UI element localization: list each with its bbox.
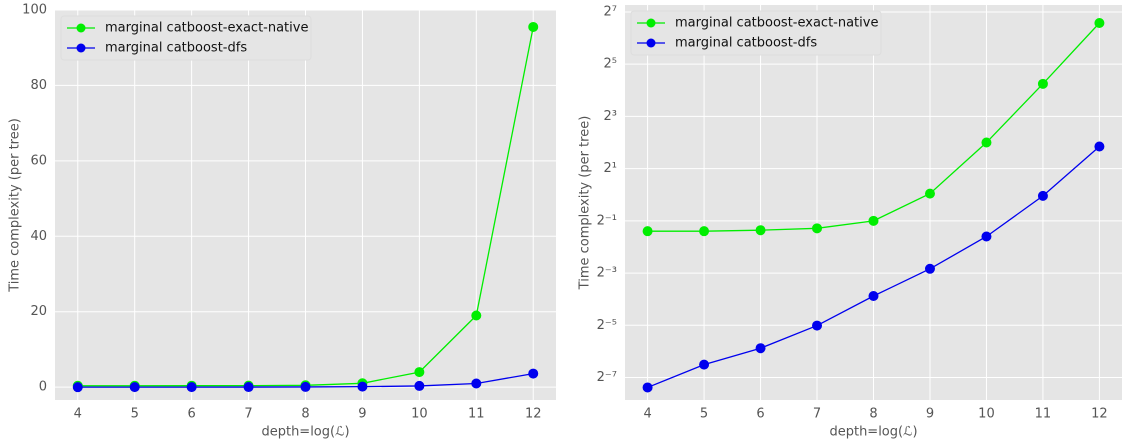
marker — [1037, 78, 1048, 89]
marker — [1094, 141, 1105, 152]
marker — [186, 382, 197, 393]
legend-marker — [76, 43, 86, 53]
marker — [642, 382, 653, 393]
marker — [642, 226, 653, 237]
marker — [72, 382, 83, 393]
y-tick-label: 80 — [30, 78, 47, 93]
marker — [812, 320, 823, 331]
y-axis-label: Time complexity (per tree) — [578, 116, 593, 291]
legend-label: marginal catboost-dfs — [675, 36, 817, 51]
y-tick-label: 2⁻⁷ — [597, 370, 617, 385]
legend-marker — [646, 38, 656, 48]
marker — [471, 310, 482, 321]
marker — [471, 378, 482, 389]
x-tick-label: 5 — [131, 407, 139, 422]
x-tick-label: 10 — [978, 407, 995, 422]
y-tick-label: 2⁵ — [604, 57, 617, 72]
marker — [129, 382, 140, 393]
marker — [414, 367, 425, 378]
legend-label: marginal catboost-exact-native — [105, 21, 308, 36]
x-tick-label: 8 — [301, 407, 309, 422]
marker — [981, 137, 992, 148]
y-tick-label: 40 — [30, 229, 47, 244]
marker — [699, 359, 710, 370]
x-axis-label: depth=log(ℒ) — [829, 425, 917, 440]
marker — [755, 225, 766, 236]
marker — [868, 291, 879, 302]
y-tick-label: 60 — [30, 153, 47, 168]
x-axis-label: depth=log(ℒ) — [261, 425, 349, 440]
y-tick-label: 2³ — [604, 109, 617, 124]
x-tick-label: 12 — [525, 407, 542, 422]
marker — [1037, 190, 1048, 201]
x-tick-label: 9 — [926, 407, 934, 422]
x-tick-label: 9 — [358, 407, 366, 422]
x-tick-label: 6 — [756, 407, 764, 422]
x-tick-label: 12 — [1091, 407, 1108, 422]
legend-label: marginal catboost-dfs — [105, 41, 247, 56]
y-tick-label: 2⁻¹ — [597, 213, 617, 228]
y-tick-label: 0 — [39, 380, 47, 395]
marker — [1094, 17, 1105, 28]
marker — [924, 263, 935, 274]
marker — [357, 381, 368, 392]
x-tick-label: 7 — [813, 407, 821, 422]
marker — [243, 382, 254, 393]
x-tick-label: 7 — [244, 407, 252, 422]
x-tick-label: 4 — [74, 407, 82, 422]
x-tick-label: 11 — [1035, 407, 1052, 422]
legend-box — [60, 15, 312, 61]
y-tick-label: 2⁷ — [604, 4, 617, 19]
x-tick-label: 11 — [468, 407, 485, 422]
marker — [528, 368, 539, 379]
legend-box — [630, 10, 882, 56]
marker — [868, 215, 879, 226]
marker — [300, 381, 311, 392]
marker — [924, 188, 935, 199]
y-tick-label: 20 — [30, 304, 47, 319]
legend-marker — [646, 18, 656, 28]
marker — [414, 380, 425, 391]
x-tick-label: 8 — [869, 407, 877, 422]
x-tick-label: 10 — [411, 407, 428, 422]
y-axis-label: Time complexity (per tree) — [8, 118, 23, 293]
legend-label: marginal catboost-exact-native — [675, 16, 878, 31]
marker — [528, 21, 539, 32]
y-tick-label: 100 — [22, 3, 47, 18]
x-tick-label: 4 — [643, 407, 651, 422]
y-tick-label: 2¹ — [604, 161, 617, 176]
marker — [812, 223, 823, 234]
y-tick-label: 2⁻⁵ — [597, 318, 617, 333]
legend-marker — [76, 23, 86, 33]
x-tick-label: 5 — [700, 407, 708, 422]
y-tick-label: 2⁻³ — [597, 266, 617, 281]
marker — [981, 231, 992, 242]
marker — [755, 343, 766, 354]
marker — [699, 226, 710, 237]
x-tick-label: 6 — [187, 407, 195, 422]
